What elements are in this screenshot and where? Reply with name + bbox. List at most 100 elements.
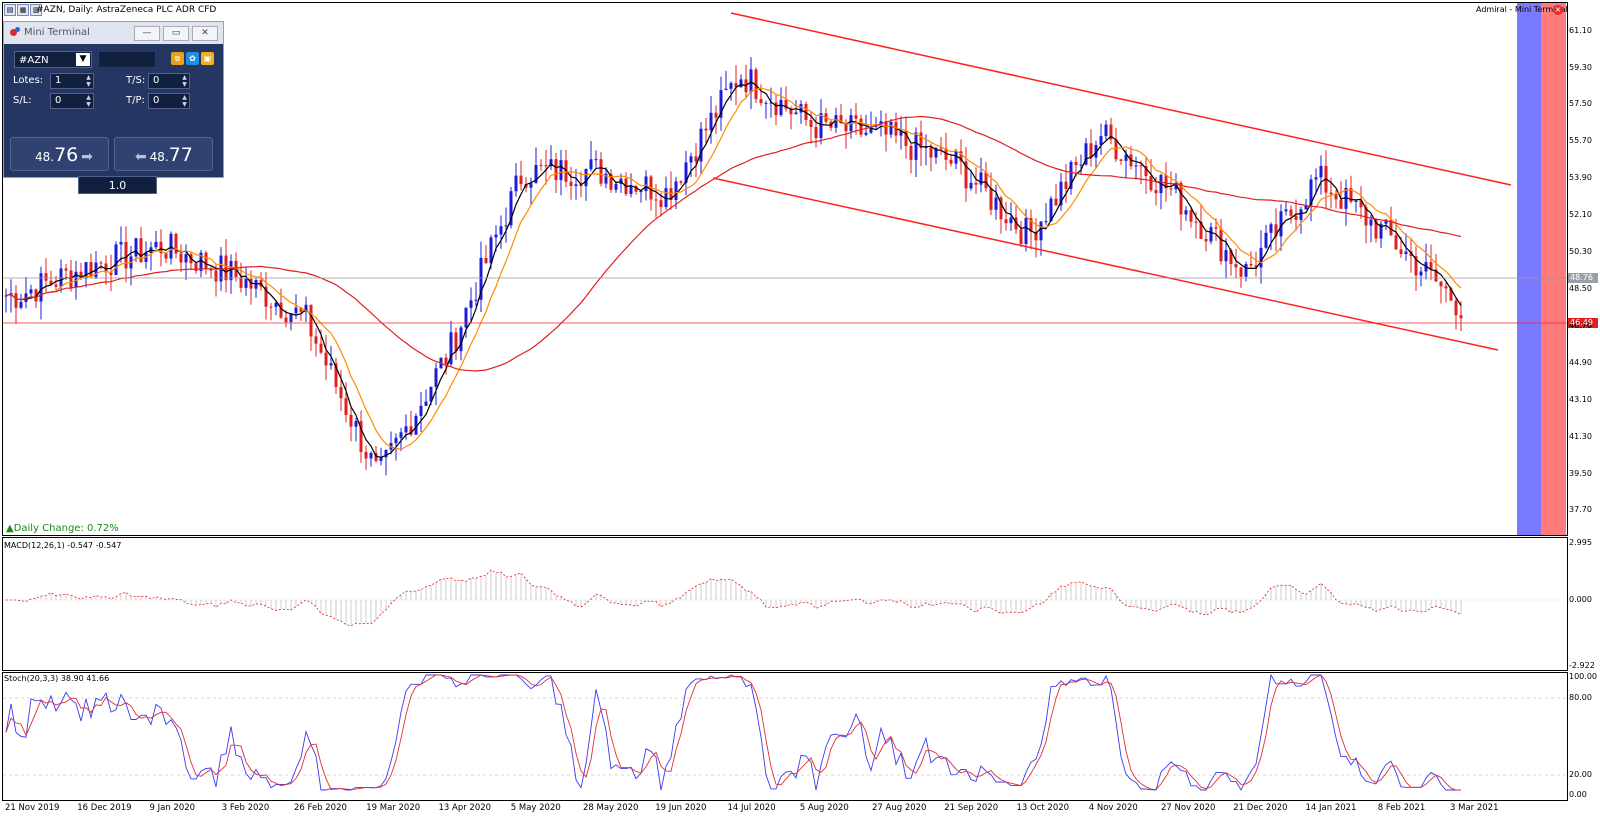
link-icon[interactable]: ⧉ (171, 52, 184, 65)
candle (554, 159, 558, 181)
upper-trend-line[interactable] (730, 12, 1512, 186)
ts-value: 0 (153, 75, 160, 86)
price-tick: 52.10 (1569, 210, 1592, 220)
chevron-down-icon[interactable]: ▼ (76, 53, 90, 66)
candle (1049, 198, 1053, 222)
buy-button[interactable]: Buy (174, 179, 196, 192)
candle (1039, 221, 1043, 241)
symbol-select[interactable]: #AZN ▼ (14, 51, 92, 68)
candle (1219, 228, 1223, 262)
app-logo-icon (15, 27, 20, 32)
time-tick: 13 Apr 2020 (438, 803, 492, 813)
candle (244, 278, 248, 288)
candle (1214, 227, 1218, 229)
restore-icon[interactable]: ▭ (163, 26, 189, 41)
mini-terminal-titlebar[interactable]: Mini Terminal — ▭ ✕ (4, 22, 223, 44)
candle (1194, 221, 1198, 223)
sell-price-button[interactable]: 48.76 ➡ (10, 137, 109, 171)
candle (884, 121, 888, 135)
chart-tab-icons[interactable]: ▤ ▦ ▥ (4, 4, 42, 16)
chart-icon[interactable]: ▦ (17, 4, 29, 16)
buy-price-button[interactable]: ⬅ 48.77 (114, 137, 213, 171)
candle (374, 453, 378, 461)
candle (819, 113, 823, 139)
sl-stepper[interactable]: 0 ▲ ▼ (50, 93, 94, 109)
candle (124, 242, 128, 269)
candle (424, 401, 428, 406)
time-tick: 8 Feb 2021 (1377, 803, 1426, 813)
lower-trend-line[interactable] (712, 177, 1499, 351)
candle (1419, 271, 1423, 276)
candle (4, 295, 8, 297)
close-icon[interactable]: ✕ (192, 26, 218, 41)
time-tick: 16 Dec 2019 (77, 803, 132, 813)
candle (944, 148, 948, 160)
candle (569, 181, 573, 186)
candle (14, 293, 18, 308)
candle (559, 160, 563, 181)
price-tick: 61.10 (1569, 25, 1592, 35)
candle (1369, 219, 1373, 226)
candle (714, 112, 718, 118)
candle (284, 317, 288, 323)
stepper-arrows-icon[interactable]: ▲ ▼ (86, 74, 91, 88)
buy-price-dec: 77 (168, 144, 193, 166)
candle (669, 188, 673, 201)
candle (929, 146, 933, 158)
grid-icon[interactable]: ▣ (201, 52, 214, 65)
time-tick: 4 Nov 2020 (1088, 803, 1138, 813)
candle (804, 104, 808, 120)
stepper-arrows-icon[interactable]: ▲ ▼ (86, 94, 91, 108)
chart-icon[interactable]: ▥ (30, 4, 42, 16)
time-tick: 5 May 2020 (510, 803, 561, 813)
candle (779, 99, 783, 116)
candle (689, 156, 693, 163)
candle (199, 252, 203, 272)
sell-button[interactable]: Sell (32, 179, 52, 192)
lots-label: Lotes: (13, 75, 44, 86)
minimize-icon[interactable]: — (134, 26, 160, 41)
candle (959, 151, 963, 162)
candle (169, 233, 173, 259)
time-tick: 19 Mar 2020 (366, 803, 421, 813)
close-icon[interactable]: × (1553, 5, 1563, 15)
stepper-arrows-icon[interactable]: ▲ ▼ (182, 74, 187, 88)
candle (474, 299, 478, 301)
candle (899, 131, 903, 136)
candle (1239, 267, 1243, 277)
gear-icon[interactable]: ✿ (186, 52, 199, 65)
candle (659, 200, 663, 208)
candle (84, 262, 88, 279)
candle (654, 199, 658, 201)
volume-input[interactable]: 1.0 (78, 176, 157, 194)
candle (789, 108, 793, 115)
candle (1234, 264, 1238, 268)
candle (1069, 162, 1073, 189)
candle (1009, 217, 1013, 224)
chart-icon[interactable]: ▤ (4, 4, 16, 16)
candle (459, 327, 463, 352)
candle (1079, 164, 1083, 166)
ts-stepper[interactable]: 0 ▲ ▼ (148, 73, 190, 89)
candle (1019, 229, 1023, 244)
price-tick: 44.90 (1569, 357, 1592, 367)
candle (1444, 286, 1448, 289)
candle (1024, 218, 1028, 244)
candle (1199, 221, 1203, 239)
candle (1399, 249, 1403, 254)
macd-tick: -2.922 (1569, 661, 1595, 670)
candle (1299, 209, 1303, 220)
stepper-arrows-icon[interactable]: ▲ ▼ (182, 94, 187, 108)
candle (1329, 192, 1333, 195)
candle (739, 79, 743, 88)
arrow-left-icon: ⬅ (135, 149, 147, 165)
candle (1434, 269, 1438, 282)
mini-terminal[interactable]: Mini Terminal — ▭ ✕ #AZN ▼ ⧉ ✿ ▣ Lotes: … (3, 21, 224, 194)
tp-stepper[interactable]: 0 ▲ ▼ (148, 93, 190, 109)
candle (1029, 218, 1033, 232)
candle (319, 343, 323, 353)
candle (229, 260, 233, 281)
lots-stepper[interactable]: 1 ▲ ▼ (50, 73, 94, 89)
sell-price-dec: 76 (54, 144, 79, 166)
